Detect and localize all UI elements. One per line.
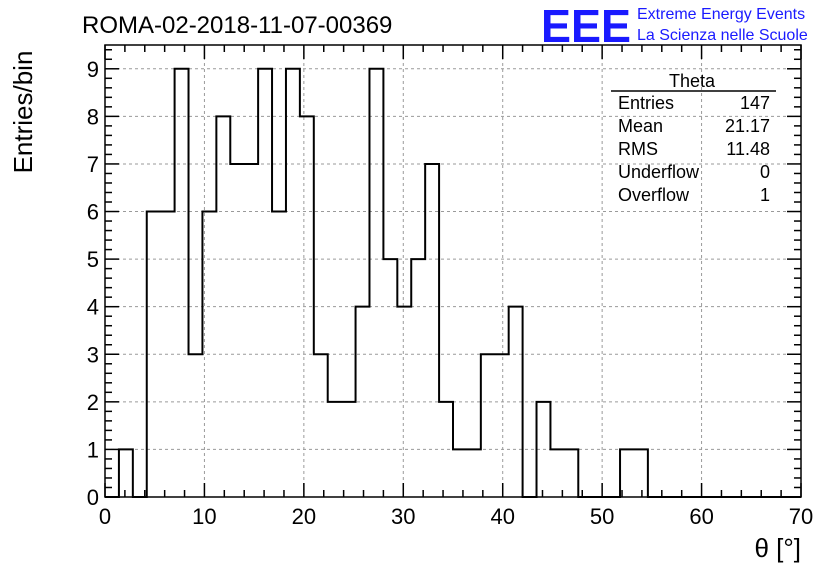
eee-logo-mark: EEE xyxy=(541,0,631,52)
histogram-bars xyxy=(105,67,801,498)
y-tick-label: 0 xyxy=(87,485,99,510)
histogram-bin xyxy=(634,449,648,497)
stats-label-overflow: Overflow xyxy=(618,185,690,205)
histogram-bin xyxy=(411,259,425,497)
stats-value-mean: 21.17 xyxy=(725,116,770,136)
histogram-outline xyxy=(105,67,801,498)
x-tick-label: 40 xyxy=(490,504,514,529)
histogram-bin xyxy=(286,69,300,497)
histogram-bin xyxy=(564,449,578,497)
y-tick-label: 2 xyxy=(87,390,99,415)
histogram-bin xyxy=(397,307,411,497)
histogram-bin xyxy=(383,259,397,497)
y-tick-label: 4 xyxy=(87,295,99,320)
histogram-bin xyxy=(202,212,216,497)
stats-value-rms: 11.48 xyxy=(726,139,770,159)
histogram-bin xyxy=(439,402,453,497)
x-tick-label: 50 xyxy=(590,504,614,529)
y-axis-label: Entries/bin xyxy=(8,51,38,174)
histogram-bin xyxy=(161,212,175,497)
x-axis-label: θ [°] xyxy=(754,533,801,563)
y-tick-labels: 0 1 2 3 4 5 6 7 8 9 xyxy=(87,57,99,510)
stats-label-entries: Entries xyxy=(618,93,674,113)
histogram-bin xyxy=(258,69,272,497)
histogram-bin xyxy=(495,354,509,497)
histogram-bin xyxy=(342,402,356,497)
stats-title: Theta xyxy=(669,71,716,91)
stats-label-underflow: Underflow xyxy=(618,162,700,182)
histogram-bin xyxy=(244,164,258,497)
histogram-bin xyxy=(300,116,314,497)
stats-box: Theta Entries 147 Mean 21.17 RMS 11.48 U… xyxy=(611,71,776,205)
stats-value-overflow: 1 xyxy=(760,185,770,205)
histogram-bin xyxy=(328,402,342,497)
stats-value-underflow: 0 xyxy=(760,162,770,182)
stats-label-mean: Mean xyxy=(618,116,663,136)
x-tick-labels: 0 10 20 30 40 50 60 70 xyxy=(99,504,813,529)
histogram-bin xyxy=(509,307,523,497)
histogram-bin xyxy=(314,354,328,497)
plot-frame xyxy=(104,44,802,498)
histogram-bin xyxy=(189,354,203,497)
y-tick-label: 1 xyxy=(87,437,99,462)
axis-ticks xyxy=(104,45,802,498)
logo-line-1: Extreme Energy Events xyxy=(637,6,805,23)
y-tick-label: 8 xyxy=(87,104,99,129)
histogram-bin xyxy=(537,402,551,497)
chart-title: ROMA-02-2018-11-07-00369 xyxy=(82,12,392,39)
histogram-bin xyxy=(216,116,230,497)
x-tick-label: 70 xyxy=(789,504,813,529)
x-tick-label: 30 xyxy=(391,504,415,529)
y-tick-label: 6 xyxy=(87,200,99,225)
histogram-bin xyxy=(230,164,244,497)
x-tick-label: 20 xyxy=(292,504,316,529)
y-tick-label: 7 xyxy=(87,152,99,177)
y-tick-label: 5 xyxy=(87,247,99,272)
y-tick-label: 3 xyxy=(87,342,99,367)
histogram-bin xyxy=(119,449,133,497)
x-tick-label: 60 xyxy=(689,504,713,529)
histogram-bin xyxy=(467,449,481,497)
logo-line-2: La Scienza nelle Scuole xyxy=(637,27,808,44)
stats-label-rms: RMS xyxy=(618,139,658,159)
histogram-bin xyxy=(453,449,467,497)
histogram-bin xyxy=(425,164,439,497)
histogram-bin xyxy=(481,354,495,497)
histogram-bin xyxy=(272,212,286,497)
histogram-bin xyxy=(175,69,189,497)
y-tick-label: 9 xyxy=(87,57,99,82)
histogram-bin xyxy=(550,449,564,497)
x-tick-label: 0 xyxy=(99,504,111,529)
histogram-bin xyxy=(620,449,634,497)
histogram-bin xyxy=(147,212,161,497)
stats-value-entries: 147 xyxy=(740,93,770,113)
x-tick-label: 10 xyxy=(192,504,216,529)
histogram-bin xyxy=(356,307,370,497)
histogram-bin xyxy=(369,69,383,497)
